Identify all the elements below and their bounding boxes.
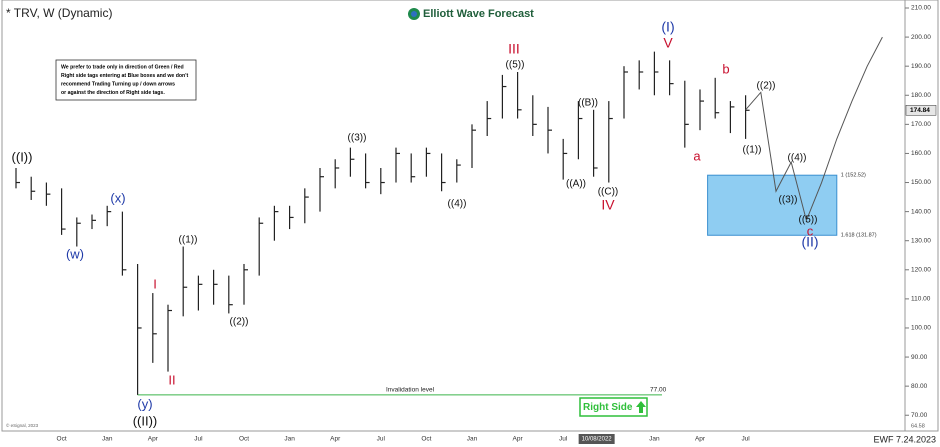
x-tick-label: Oct [57, 436, 67, 443]
right-side-arrow [636, 401, 646, 413]
cursor-date-box [578, 434, 615, 444]
x-tick-label: Apr [695, 436, 706, 443]
wave-label: ((II)) [133, 413, 158, 428]
x-tick-label: Oct [239, 436, 249, 443]
cursor-date: 10/08/2022 [582, 437, 613, 443]
x-tick-label: Oct [421, 436, 431, 443]
y-tick-label: 70.00 [911, 412, 928, 419]
y-tick-label: 130.00 [911, 237, 931, 244]
y-tick-label: 90.00 [911, 354, 928, 361]
x-tick-label: Jan [649, 436, 660, 443]
copyright: © eSignal, 2023 [6, 422, 39, 428]
invalidation-value: 77.00 [650, 387, 667, 394]
wave-label: V [663, 35, 673, 51]
right-side-box [579, 397, 648, 417]
x-tick-label: Jul [741, 436, 750, 443]
y-min-label: 64.58 [911, 423, 925, 429]
note-line: Right side tags entering at Blue boxes a… [61, 73, 188, 79]
wave-label: ((1)) [743, 145, 762, 156]
x-tick-label: Jul [194, 436, 203, 443]
wave-label: ((I)) [12, 149, 33, 164]
wave-label: ((5)) [799, 215, 818, 226]
y-tick-label: 200.00 [911, 34, 931, 41]
x-tick-label: Apr [148, 436, 159, 443]
x-tick-label: Apr [513, 436, 524, 443]
x-tick-label: Jan [284, 436, 295, 443]
wave-label: ((A)) [566, 179, 586, 190]
wave-label: (y) [137, 396, 152, 411]
x-tick-label: Jan [467, 436, 478, 443]
wave-label: (II) [801, 234, 818, 250]
y-tick-label: 180.00 [911, 92, 931, 99]
y-tick-label: 170.00 [911, 121, 931, 128]
brand-name: Elliott Wave Forecast [423, 8, 534, 20]
note-line: recommend Trading Turning up / down arro… [61, 81, 175, 87]
last-price-label: 174.84 [910, 107, 930, 114]
chart-title: * TRV, W (Dynamic) [6, 6, 112, 20]
zone-top-label: 1 (152.52) [841, 173, 866, 179]
y-tick-label: 190.00 [911, 63, 931, 70]
projection-path [745, 36, 883, 222]
wave-label: ((C)) [598, 187, 619, 198]
invalidation-label: Invalidation level [386, 387, 435, 394]
x-tick-label: Jan [102, 436, 113, 443]
note-box [55, 59, 197, 101]
footer: EWF 7.24.2023 [873, 434, 936, 444]
wave-label: ((4)) [788, 153, 807, 164]
wave-label: ((2)) [757, 81, 776, 92]
wave-label: II [168, 372, 175, 387]
wave-label: ((5)) [506, 60, 525, 71]
note-line: or against the direction of Right side t… [61, 90, 165, 96]
last-price-box [905, 105, 937, 116]
wave-label: (x) [110, 190, 125, 205]
wave-label: I [153, 276, 157, 291]
wave-label: a [693, 148, 701, 163]
y-tick-label: 140.00 [911, 208, 931, 215]
wave-label: IV [601, 197, 615, 213]
brand-logo-inner [411, 11, 417, 17]
zone-bottom-label: 1.618 (131.87) [841, 233, 877, 239]
y-tick-label: 160.00 [911, 150, 931, 157]
x-tick-label: Jul [559, 436, 568, 443]
y-tick-label: 120.00 [911, 267, 931, 274]
y-tick-label: 150.00 [911, 179, 931, 186]
right-side-label: Right Side [583, 402, 633, 413]
note-line: We prefer to trade only in direction of … [61, 64, 184, 70]
y-tick-label: 80.00 [911, 383, 928, 390]
x-tick-label: Apr [330, 436, 341, 443]
wave-label: ((B)) [578, 98, 598, 109]
wave-label: ((3)) [779, 195, 798, 206]
y-tick-label: 100.00 [911, 325, 931, 332]
wave-label: ((4)) [448, 199, 467, 210]
y-tick-label: 110.00 [911, 296, 931, 303]
wave-label: (w) [66, 246, 84, 261]
wave-label: III [508, 41, 520, 57]
wave-label: b [722, 61, 729, 76]
wave-label: (I) [661, 19, 674, 35]
y-tick-label: 210.00 [911, 5, 931, 12]
x-tick-label: Jul [377, 436, 386, 443]
wave-label: ((1)) [179, 235, 198, 246]
target-zone [707, 174, 838, 236]
wave-label: ((3)) [348, 133, 367, 144]
wave-label: ((2)) [230, 317, 249, 328]
wave-label: c [807, 223, 814, 238]
